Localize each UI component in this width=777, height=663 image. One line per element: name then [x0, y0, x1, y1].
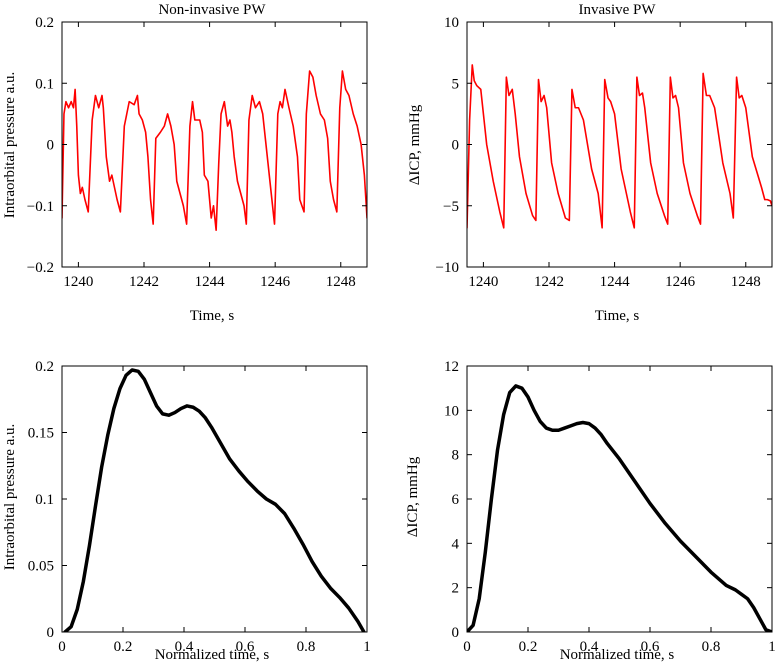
y-tick-label: 0.15	[28, 426, 54, 442]
x-tick-label: 0.4	[580, 639, 599, 655]
x-tick-label: 0	[58, 639, 66, 655]
y-axis-label: ΔICP, mmHg	[405, 456, 421, 537]
y-tick-label: 10	[444, 15, 459, 31]
x-axis-label: Normalized time, s	[155, 647, 270, 663]
x-axis-label: Normalized time, s	[560, 647, 675, 663]
y-tick-label: 0.2	[35, 359, 54, 375]
axes-frame	[466, 365, 773, 633]
x-tick-label: 1246	[260, 274, 291, 290]
y-axis-label: Intraorbital pressure a.u.	[2, 72, 18, 219]
x-tick-label: 1244	[195, 274, 226, 290]
x-tick-label: 1244	[600, 274, 631, 290]
axes-frame	[466, 21, 773, 268]
y-tick-label: −10	[436, 260, 459, 276]
y-tick-label: −0.2	[27, 260, 54, 276]
axes-frame	[61, 365, 368, 633]
x-tick-label: 1248	[326, 274, 356, 290]
y-tick-label: 0	[47, 625, 55, 641]
y-tick-label: 0.05	[28, 559, 54, 575]
x-tick-label: 0	[463, 639, 471, 655]
y-tick-label: 0.2	[35, 15, 54, 31]
y-tick-label: 0	[47, 138, 55, 154]
x-axis-label: Time, s	[190, 308, 235, 324]
chart-title: Non-invasive PW	[158, 2, 266, 18]
y-tick-label: 4	[452, 536, 460, 552]
y-tick-label: −0.1	[27, 199, 54, 215]
panel-invasive-pw: Invasive PW Time, s ΔICP, mmHg 1240 1242 1…	[407, 2, 773, 324]
x-tick-label: 1240	[63, 274, 93, 290]
x-tick-label: 1246	[665, 274, 696, 290]
y-tick-label: 5	[452, 76, 460, 92]
y-axis-label: ΔICP, mmHg	[407, 104, 423, 185]
y-tick-label: 0	[452, 138, 460, 154]
y-tick-label: 10	[444, 403, 459, 419]
y-tick-label: 6	[452, 492, 460, 508]
x-tick-label: 0.6	[641, 639, 660, 655]
x-tick-label: 1	[363, 639, 371, 655]
x-tick-label: 1242	[534, 274, 564, 290]
panel-noninvasive-pw: Non-invasive PW Time, s Intraorbital pre…	[2, 2, 368, 324]
series-line	[467, 64, 772, 229]
x-tick-label: 0.8	[297, 639, 316, 655]
y-axis-label: Intraorbital pressure a.u.	[2, 424, 18, 571]
y-tick-label: 0.1	[35, 76, 54, 92]
chart-title: Invasive PW	[578, 2, 656, 18]
x-tick-label: 0.8	[702, 639, 721, 655]
x-tick-label: 0.4	[175, 639, 194, 655]
y-tick-label: 0.1	[35, 492, 54, 508]
panel-average-invasive: Normalized time, s ΔICP, mmHg 0 0.2 0.4 0.6…	[405, 359, 776, 663]
x-axis-label: Time, s	[595, 308, 640, 324]
y-tick-label: 12	[444, 359, 459, 375]
y-tick-label: 8	[452, 448, 460, 464]
x-tick-label: 0.6	[236, 639, 255, 655]
y-tick-label: 2	[452, 581, 460, 597]
series-line	[62, 70, 367, 232]
x-tick-label: 1242	[129, 274, 159, 290]
x-tick-label: 0.2	[114, 639, 133, 655]
axes-frame	[61, 21, 368, 268]
x-tick-label: 1	[768, 639, 776, 655]
series-line	[467, 384, 772, 632]
x-tick-label: 0.2	[519, 639, 538, 655]
panel-average-noninvasive: Normalized time, s Intraorbital pressure…	[2, 359, 371, 663]
x-tick-label: 1240	[468, 274, 498, 290]
y-tick-label: −5	[443, 199, 459, 215]
series-line	[63, 368, 366, 632]
x-tick-label: 1248	[731, 274, 761, 290]
y-tick-label: 0	[452, 625, 460, 641]
